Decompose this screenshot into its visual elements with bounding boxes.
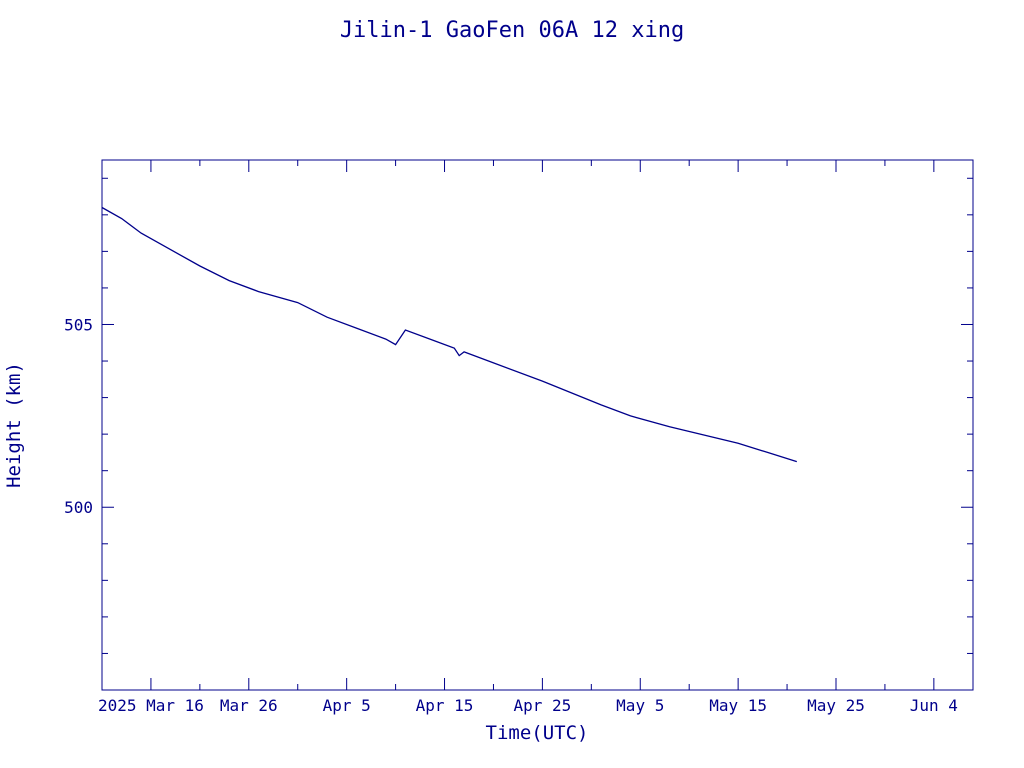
x-tick-label: 2025 Mar 16	[98, 696, 204, 715]
y-ticks: 500 505	[64, 177, 973, 691]
x-tick-label: Apr 25	[513, 696, 571, 715]
x-ticks: 2025 Mar 16 Mar 26 Apr 5 Apr 15 Apr 25 May 5 M…	[98, 160, 958, 715]
x-tick-label: May 25	[807, 696, 865, 715]
x-tick-label: Apr 15	[416, 696, 474, 715]
y-axis-label: Height (km)	[3, 362, 25, 488]
x-axis-label: Time(UTC)	[486, 722, 589, 744]
x-tick-label: Mar 26	[220, 696, 278, 715]
x-tick-label: Apr 5	[323, 696, 371, 715]
y-tick-label: 505	[64, 315, 93, 334]
x-tick-label: May 15	[709, 696, 767, 715]
x-tick-label: Jun 4	[910, 696, 958, 715]
plot-frame	[101, 159, 974, 691]
x-tick-label: May 5	[616, 696, 664, 715]
chart-title: Jilin-1 GaoFen 06A 12 xing	[340, 18, 684, 43]
y-tick-label: 500	[64, 498, 93, 517]
height-series-line	[101, 206, 797, 463]
